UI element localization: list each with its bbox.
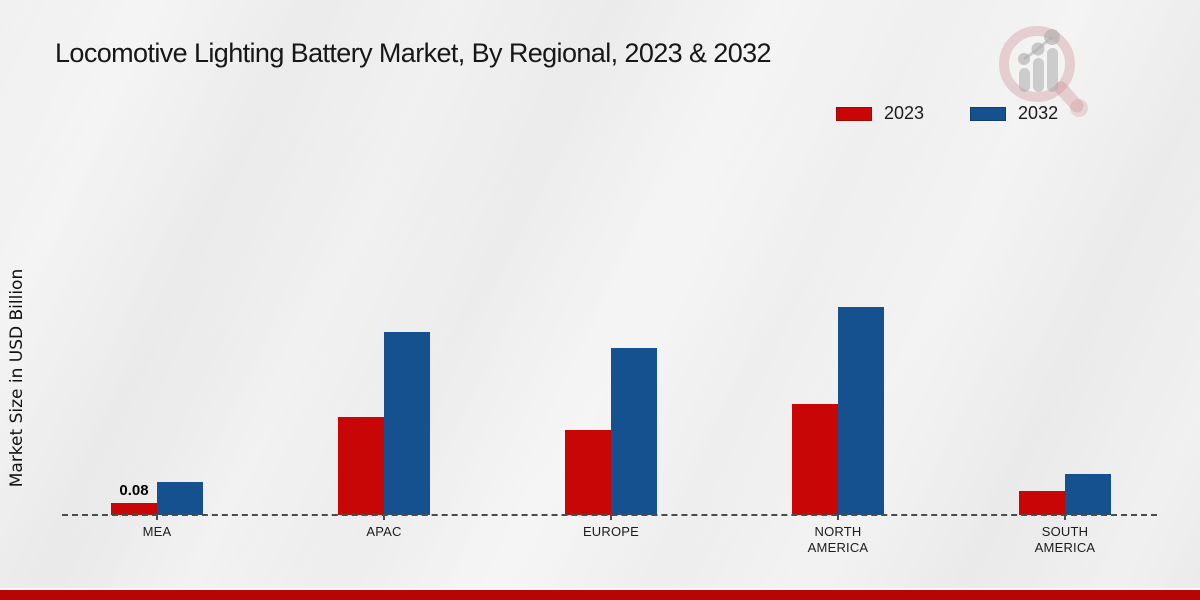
x-axis-tick xyxy=(383,515,385,520)
bar-2023-north-america xyxy=(792,404,838,515)
value-label-2023-mea: 0.08 xyxy=(119,482,149,499)
bar-2032-europe xyxy=(611,348,657,515)
bar-group-apac xyxy=(338,332,430,515)
legend-item-2032: 2032 xyxy=(970,103,1058,124)
bar-group-mea xyxy=(111,482,203,515)
magnifier-bar-chart-logo-icon xyxy=(999,26,1088,117)
x-axis-tick xyxy=(156,515,158,520)
legend-label: 2032 xyxy=(1018,103,1059,123)
x-axis-category-label: APAC xyxy=(366,524,402,539)
legend-label: 2023 xyxy=(884,103,925,123)
legend-item-2023: 2023 xyxy=(836,103,924,124)
legend-swatch-2023 xyxy=(836,106,872,121)
x-axis-category-label: NORTH AMERICA xyxy=(807,524,869,556)
x-axis-category-label: MEA xyxy=(142,524,172,539)
x-axis-tick xyxy=(837,515,839,520)
x-axis-tick xyxy=(610,515,612,520)
bar-2032-apac xyxy=(384,332,430,515)
chart-title: Locomotive Lighting Battery Market, By R… xyxy=(55,38,772,68)
zero-baseline xyxy=(62,514,1157,516)
bar-group-south-america xyxy=(1019,474,1111,515)
chart-legend: 2023 2032 xyxy=(836,103,1058,124)
x-axis-category-label: SOUTH AMERICA xyxy=(1034,524,1096,556)
x-axis-category-label: EUROPE xyxy=(582,524,640,539)
bar-2023-europe xyxy=(565,430,611,515)
bar-group-north-america xyxy=(792,307,884,515)
legend-swatch-2032 xyxy=(970,106,1007,121)
bottom-red-stripe xyxy=(0,588,1200,600)
bar-2032-mea xyxy=(157,482,203,515)
bar-2023-mea xyxy=(111,503,157,515)
bar-2032-north-america xyxy=(838,307,884,515)
bar-2023-south-america xyxy=(1019,491,1065,515)
bar-group-europe xyxy=(565,348,657,515)
bar-2023-apac xyxy=(338,417,384,515)
bar-2032-south-america xyxy=(1065,474,1111,515)
x-axis-tick xyxy=(1064,515,1066,520)
